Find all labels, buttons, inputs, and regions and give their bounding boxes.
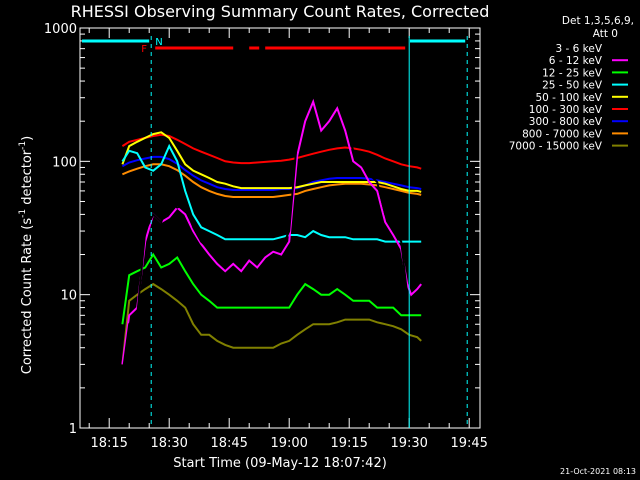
x-tick-label: 19:30 bbox=[390, 436, 427, 451]
x-tick-label: 18:15 bbox=[90, 436, 127, 451]
attenuator-flare-flags: NF bbox=[82, 36, 468, 428]
legend-label: 12 - 25 keV bbox=[542, 67, 603, 79]
x-tick-label: 18:45 bbox=[210, 436, 247, 451]
x-tick-label: 19:15 bbox=[330, 436, 367, 451]
series-line-12-25-keV bbox=[121, 252, 422, 325]
series-line-50-100-keV bbox=[121, 131, 422, 193]
plot-area bbox=[79, 27, 481, 429]
flag-label-f: F bbox=[141, 44, 147, 55]
x-tick-label: 19:45 bbox=[450, 436, 487, 451]
svg-text:Corrected Count Rate (s-1 dete: Corrected Count Rate (s-1 detector-1) bbox=[18, 136, 35, 374]
plot-frame bbox=[79, 27, 481, 429]
legend-label: 3 - 6 keV bbox=[555, 43, 602, 55]
y-tick-label: 10 bbox=[60, 289, 77, 304]
series-line-6-12-keV bbox=[121, 98, 422, 365]
series-line-100-300-keV bbox=[121, 133, 422, 170]
legend-header: Det 1,3,5,6,9, bbox=[562, 15, 634, 27]
legend-label: 50 - 100 keV bbox=[535, 92, 602, 104]
chart-title: RHESSI Observing Summary Count Rates, Co… bbox=[71, 2, 490, 21]
flag-label-n: N bbox=[155, 37, 162, 48]
legend-label: 7000 - 15000 keV bbox=[509, 141, 603, 153]
y-axis-label: Corrected Count Rate (s-1 detector-1) bbox=[18, 136, 35, 374]
y-tick-label: 1000 bbox=[44, 22, 77, 37]
x-axis-label: Start Time (09-May-12 18:07:42) bbox=[173, 456, 387, 471]
legend-header: Att 0 bbox=[593, 28, 618, 40]
legend-label: 800 - 7000 keV bbox=[522, 128, 603, 140]
y-axis: 1 10 100 1000 bbox=[44, 22, 480, 437]
legend-label: 300 - 800 keV bbox=[529, 116, 603, 128]
legend-label: 100 - 300 keV bbox=[529, 104, 603, 116]
series-line-3-6-keV bbox=[121, 89, 409, 376]
legend-label: 25 - 50 keV bbox=[542, 80, 603, 92]
series-line-7000-15000-keV bbox=[121, 282, 422, 365]
x-tick-label: 19:00 bbox=[270, 436, 307, 451]
y-tick-label: 100 bbox=[52, 155, 77, 170]
x-tick-label: 18:30 bbox=[150, 436, 187, 451]
y-tick-label: 1 bbox=[69, 422, 77, 437]
timestamp: 21-Oct-2021 08:13 bbox=[560, 467, 636, 476]
legend-label: 6 - 12 keV bbox=[549, 55, 603, 67]
x-axis: 18:15 18:30 18:45 19:00 19:15 19:30 19:45 bbox=[88, 28, 488, 451]
series-line-25-50-keV bbox=[121, 143, 422, 243]
series-line-800-7000-keV bbox=[122, 163, 422, 198]
